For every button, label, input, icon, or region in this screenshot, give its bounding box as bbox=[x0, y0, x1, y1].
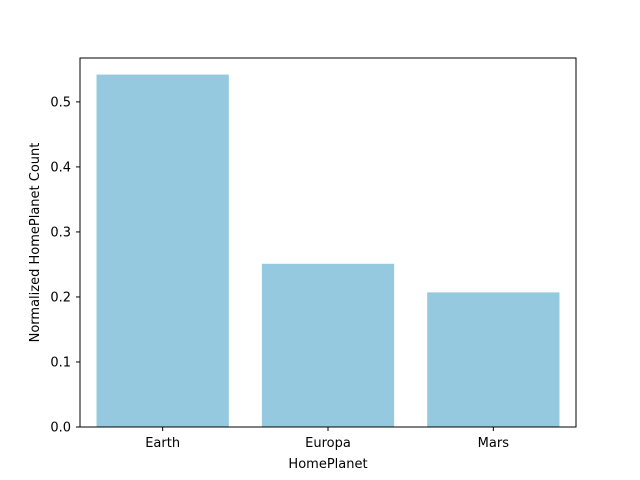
x-tick-label-europa: Europa bbox=[305, 436, 351, 451]
bar-earth bbox=[96, 74, 229, 427]
bars-layer bbox=[96, 74, 560, 427]
y-tick-label-0: 0.0 bbox=[50, 421, 71, 436]
y-axis: 0.0 0.1 0.2 0.3 0.4 0.5 bbox=[50, 95, 80, 436]
y-tick-label-3: 0.3 bbox=[50, 225, 71, 240]
x-tick-label-mars: Mars bbox=[478, 436, 510, 451]
y-tick-label-4: 0.4 bbox=[50, 160, 71, 175]
bar-europa bbox=[261, 263, 395, 427]
x-axis-label: HomePlanet bbox=[288, 457, 367, 472]
x-tick-label-earth: Earth bbox=[145, 436, 180, 451]
y-axis-label: Normalized HomePlanet Count bbox=[28, 143, 43, 343]
y-tick-label-1: 0.1 bbox=[50, 355, 71, 370]
bar-mars bbox=[427, 292, 560, 427]
y-tick-label-2: 0.2 bbox=[50, 290, 71, 305]
y-tick-label-5: 0.5 bbox=[50, 95, 71, 110]
x-axis: Earth Europa Mars bbox=[145, 427, 509, 451]
